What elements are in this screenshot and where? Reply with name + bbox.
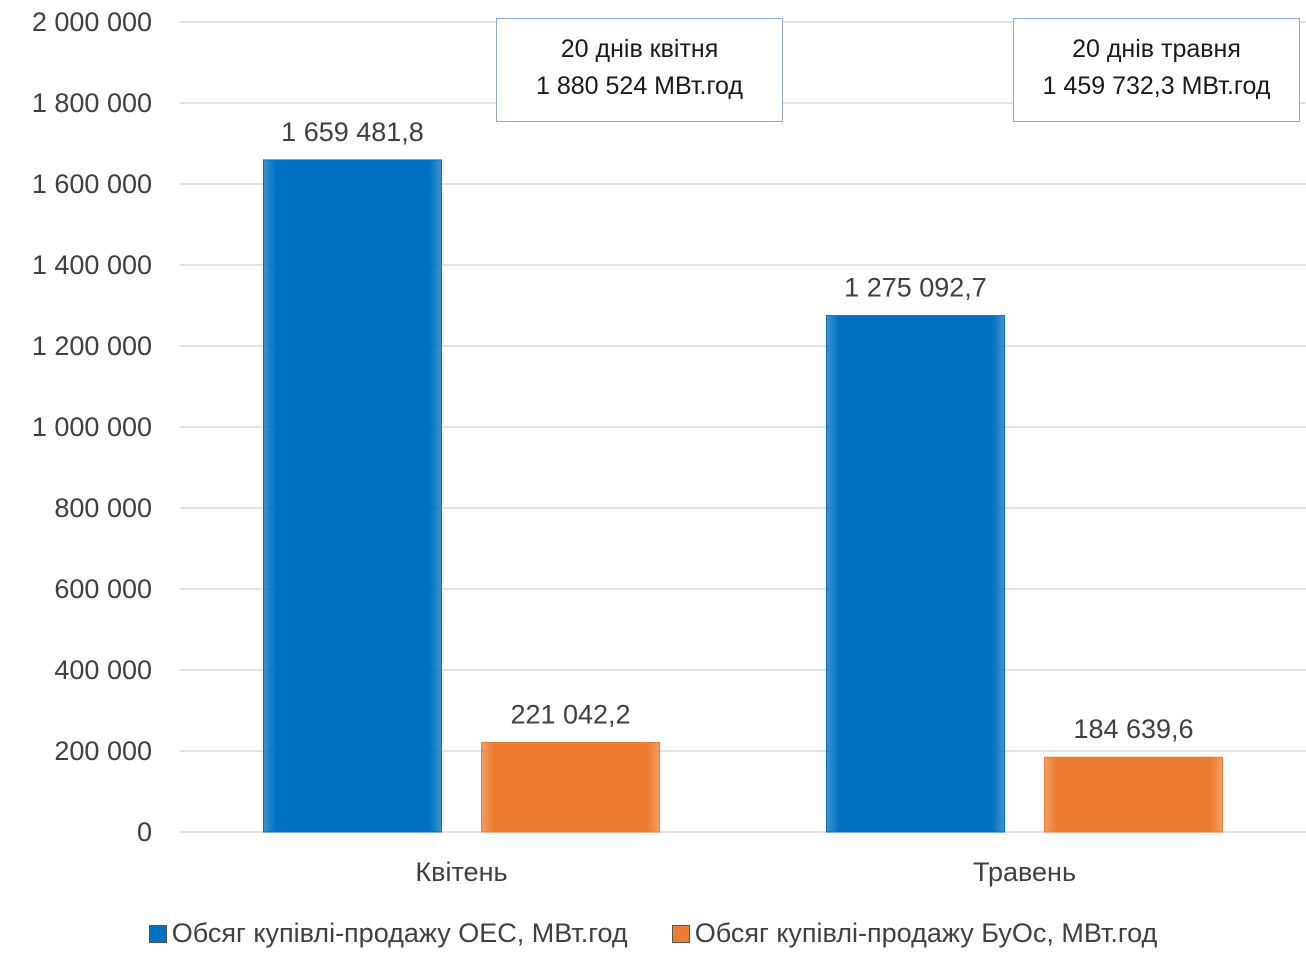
data-label: 1 659 481,8	[281, 117, 424, 147]
annotation-may: 20 днів травня 1 459 732,3 МВт.год	[1013, 18, 1300, 122]
y-tick-label: 1 200 000	[32, 331, 152, 361]
data-label: 1 275 092,7	[844, 273, 987, 303]
annotation-may-line2: 1 459 732,3 МВт.год	[1042, 72, 1271, 100]
annotation-may-line1: 20 днів травня	[1072, 35, 1241, 63]
y-tick-label: 200 000	[54, 736, 152, 766]
bar	[826, 315, 1005, 833]
legend: Обсяг купівлі-продажу ОЕС, МВт.год Обсяг…	[0, 918, 1306, 949]
bar	[1044, 756, 1223, 833]
y-tick-label: 1 400 000	[32, 250, 152, 280]
y-tick-label: 400 000	[54, 655, 152, 685]
y-tick-label: 2 000 000	[32, 7, 152, 37]
y-tick-label: 0	[137, 817, 152, 847]
annotation-april: 20 днів квітня 1 880 524 МВт.год	[496, 18, 783, 122]
legend-item-buos[interactable]: Обсяг купівлі-продажу БуОс, МВт.год	[671, 918, 1158, 949]
y-tick-label: 800 000	[54, 493, 152, 523]
y-tick-label: 1 600 000	[32, 169, 152, 199]
data-label: 184 639,6	[1073, 714, 1193, 744]
y-tick-label: 600 000	[54, 574, 152, 604]
legend-swatch-oes	[148, 924, 167, 943]
y-tick-label: 1 800 000	[32, 88, 152, 118]
legend-item-oes[interactable]: Обсяг купівлі-продажу ОЕС, МВт.год	[148, 918, 628, 949]
annotation-april-line1: 20 днів квітня	[560, 35, 719, 63]
legend-label-buos: Обсяг купівлі-продажу БуОс, МВт.год	[694, 918, 1158, 948]
bar	[481, 741, 660, 833]
legend-label-oes: Обсяг купівлі-продажу ОЕС, МВт.год	[171, 918, 628, 948]
legend-swatch-buos	[671, 924, 690, 943]
x-tick-label: Квітень	[415, 857, 507, 887]
data-label: 221 042,2	[510, 699, 630, 729]
x-tick-label: Травень	[973, 857, 1076, 887]
bar	[263, 159, 442, 833]
annotation-april-line2: 1 880 524 МВт.год	[536, 72, 743, 100]
y-tick-label: 1 000 000	[32, 412, 152, 442]
